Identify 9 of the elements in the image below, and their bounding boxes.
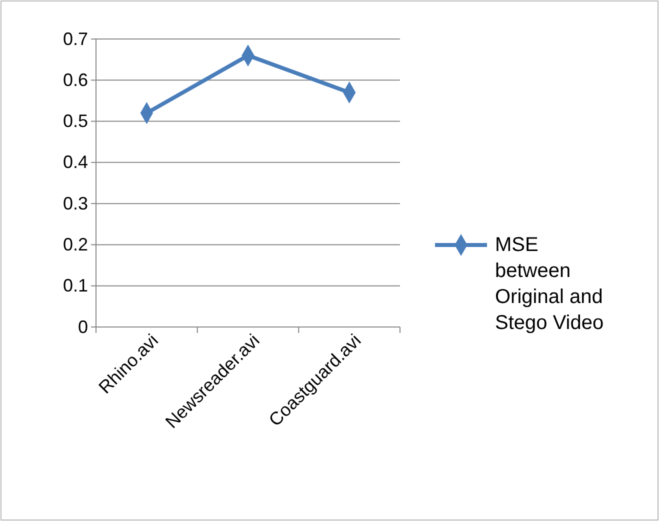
y-tick-label: 0.3 — [62, 193, 88, 214]
y-tick-label: 0.2 — [62, 234, 88, 254]
y-tick-label: 0.1 — [62, 276, 88, 296]
y-tick-label: 0.7 — [62, 28, 88, 49]
y-tick-label: 0.5 — [62, 111, 88, 132]
y-tick-label: 0.4 — [62, 152, 88, 172]
legend-label: MSE between Original and Stego Video — [495, 234, 604, 334]
y-tick-label: 0 — [78, 316, 88, 337]
y-tick-label: 0.6 — [62, 70, 88, 90]
